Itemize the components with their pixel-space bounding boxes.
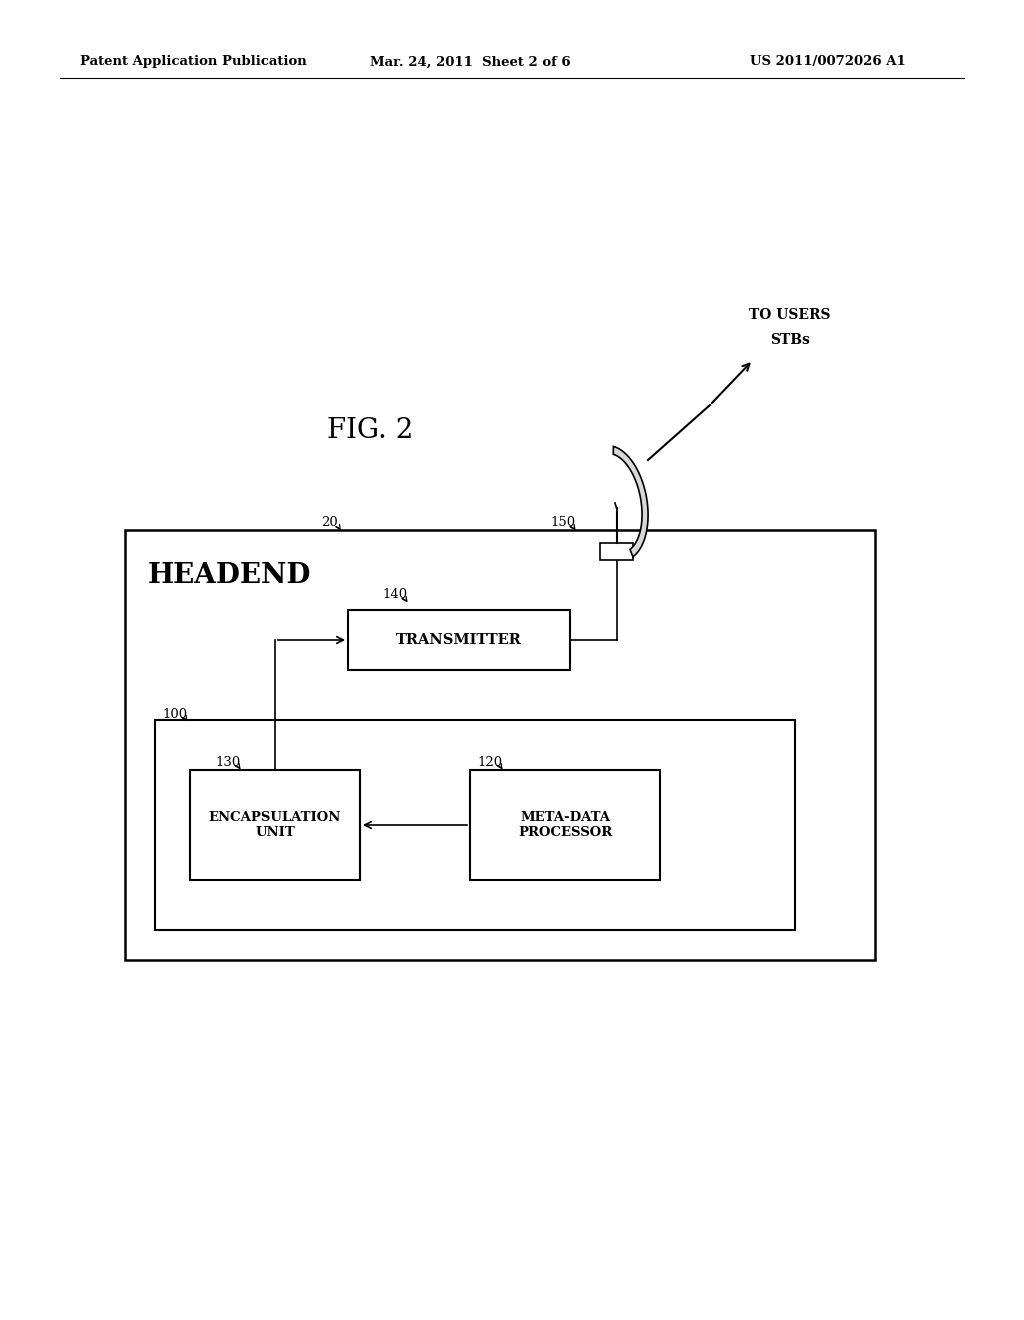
Text: ENCAPSULATION
UNIT: ENCAPSULATION UNIT bbox=[209, 810, 341, 840]
Text: TO USERS: TO USERS bbox=[750, 308, 830, 322]
Bar bbox=[190, 770, 360, 880]
Text: Mar. 24, 2011  Sheet 2 of 6: Mar. 24, 2011 Sheet 2 of 6 bbox=[370, 55, 570, 69]
Polygon shape bbox=[613, 446, 648, 557]
Text: Patent Application Publication: Patent Application Publication bbox=[80, 55, 307, 69]
Text: 130: 130 bbox=[215, 755, 241, 768]
Text: US 2011/0072026 A1: US 2011/0072026 A1 bbox=[750, 55, 906, 69]
Text: 100: 100 bbox=[163, 708, 187, 721]
Text: META-DATA
PROCESSOR: META-DATA PROCESSOR bbox=[518, 810, 612, 840]
Text: FIG. 2: FIG. 2 bbox=[327, 417, 414, 444]
Text: TRANSMITTER: TRANSMITTER bbox=[396, 634, 522, 647]
Bar bbox=[348, 610, 570, 671]
Text: 140: 140 bbox=[382, 589, 408, 602]
Text: 20: 20 bbox=[322, 516, 338, 529]
Text: 120: 120 bbox=[477, 755, 503, 768]
Text: 150: 150 bbox=[551, 516, 575, 529]
Text: HEADEND: HEADEND bbox=[148, 562, 311, 589]
Bar bbox=[600, 543, 633, 560]
Bar bbox=[155, 719, 795, 931]
Bar bbox=[470, 770, 660, 880]
Bar bbox=[125, 531, 874, 960]
Text: STBs: STBs bbox=[770, 333, 810, 347]
